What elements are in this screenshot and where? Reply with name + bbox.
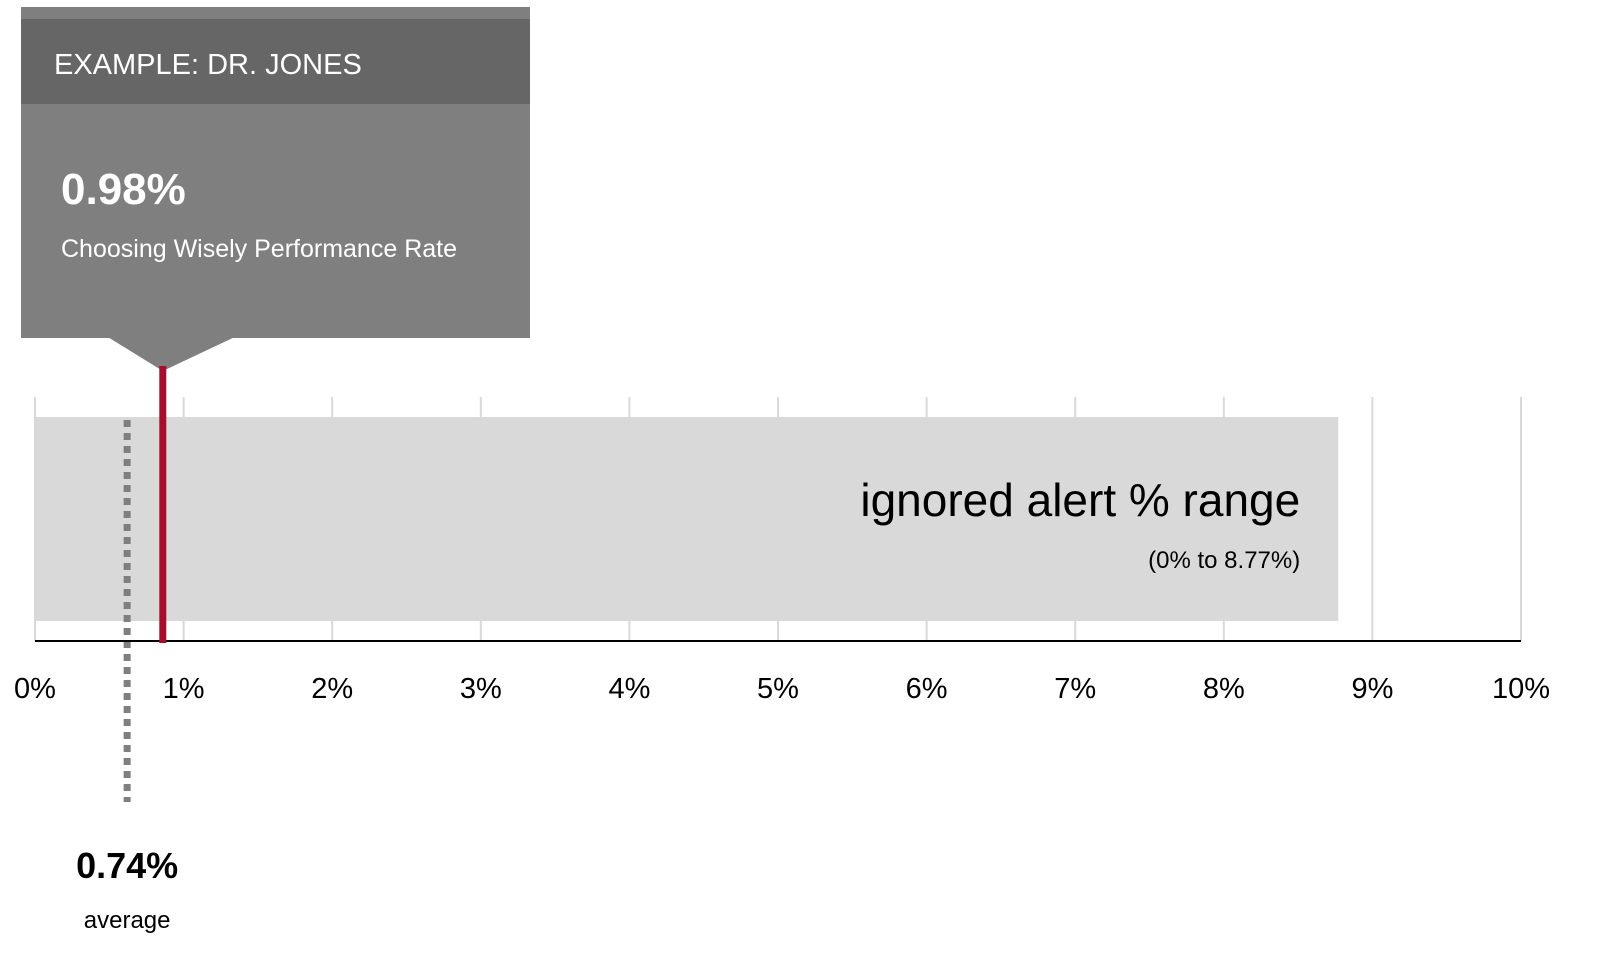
callout-value: 0.98%	[61, 165, 186, 214]
range-sublabel: (0% to 8.77%)	[1148, 547, 1300, 574]
x-tick-label-9: 9%	[1351, 673, 1393, 705]
callout-pointer	[107, 337, 235, 371]
average-label: average	[84, 907, 171, 934]
x-tick-label-7: 7%	[1054, 673, 1096, 705]
callout-box: EXAMPLE: DR. JONES 0.98% Choosing Wisely…	[21, 7, 530, 371]
range-bar	[35, 417, 1339, 621]
range-label: ignored alert % range	[860, 474, 1300, 526]
x-tick-label-3: 3%	[460, 673, 502, 705]
average-value: 0.74%	[76, 845, 178, 886]
x-tick-label-0: 0%	[14, 673, 56, 705]
x-tick-label-8: 8%	[1203, 673, 1245, 705]
x-tick-label-5: 5%	[757, 673, 799, 705]
callout-header	[21, 19, 530, 104]
x-tick-label-4: 4%	[608, 673, 650, 705]
x-tick-label-1: 1%	[163, 673, 205, 705]
x-tick-label-2: 2%	[311, 673, 353, 705]
callout-header-text: EXAMPLE: DR. JONES	[54, 49, 362, 81]
x-axis-tick-labels: 0% 1% 2% 3% 4% 5% 6% 7% 8% 9% 10%	[14, 673, 1550, 705]
callout-description: Choosing Wisely Performance Rate	[61, 235, 457, 263]
x-tick-label-6: 6%	[906, 673, 948, 705]
x-tick-label-10: 10%	[1492, 673, 1550, 705]
